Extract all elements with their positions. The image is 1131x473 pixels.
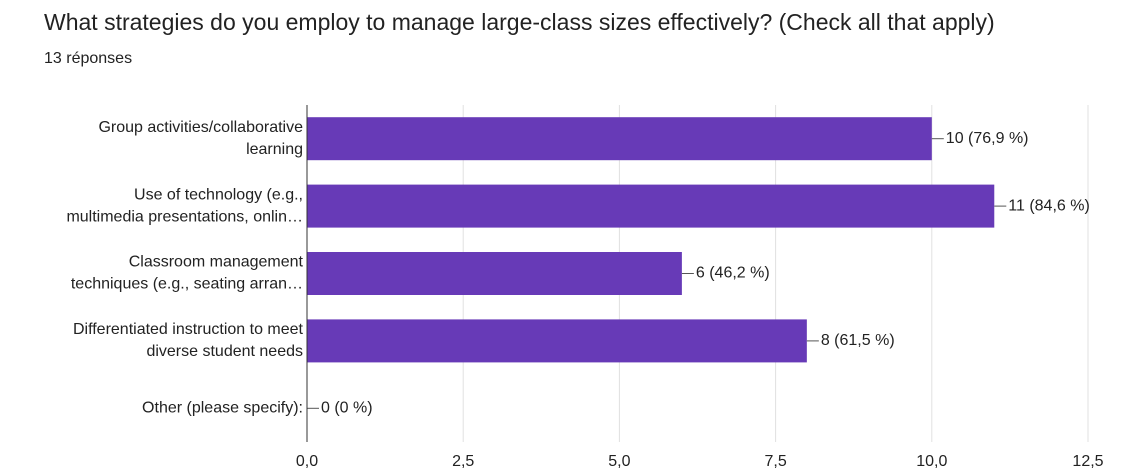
x-tick-label: 10,0 xyxy=(916,453,947,470)
data-label: 6 (46,2 %) xyxy=(696,265,770,282)
y-tick-label: multimedia presentations, onlin… xyxy=(66,208,303,225)
bar xyxy=(307,252,682,295)
x-tick-label: 0,0 xyxy=(296,453,318,470)
data-label: 8 (61,5 %) xyxy=(821,332,895,349)
y-tick-label: learning xyxy=(246,141,303,158)
bar xyxy=(307,117,932,161)
y-tick-label: Classroom management xyxy=(129,254,304,271)
bar xyxy=(307,184,995,228)
y-tick-label: Differentiated instruction to meet xyxy=(73,321,304,338)
x-tick-label: 2,5 xyxy=(452,453,474,470)
x-tick-label: 7,5 xyxy=(764,453,786,470)
chart-subtitle: 13 réponses xyxy=(44,50,132,67)
y-tick-label: Other (please specify): xyxy=(142,400,303,417)
y-tick-label: techniques (e.g., seating arran… xyxy=(71,276,303,293)
x-tick-label: 12,5 xyxy=(1072,453,1103,470)
data-label: 10 (76,9 %) xyxy=(946,130,1029,147)
data-label: 0 (0 %) xyxy=(321,400,373,417)
y-tick-label: Use of technology (e.g., xyxy=(134,186,303,203)
data-label: 11 (84,6 %) xyxy=(1008,197,1090,214)
chart-title: What strategies do you employ to manage … xyxy=(44,9,995,35)
y-tick-label: Group activities/collaborative xyxy=(98,119,303,136)
y-tick-label: diverse student needs xyxy=(146,343,303,360)
bar xyxy=(307,319,807,363)
x-tick-label: 5,0 xyxy=(608,453,630,470)
